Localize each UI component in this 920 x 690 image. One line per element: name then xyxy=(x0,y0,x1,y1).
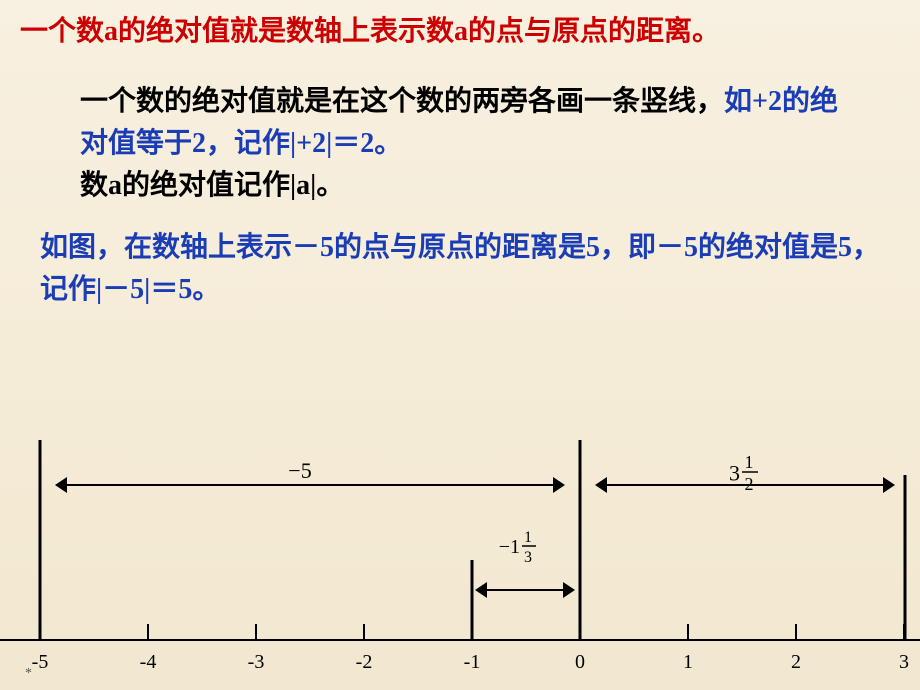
svg-text:-3: -3 xyxy=(248,651,265,673)
svg-text:1: 1 xyxy=(745,452,754,472)
para1-part-a: 一个数的绝对值就是在这个数的两旁各画一条竖线， xyxy=(80,86,724,117)
paragraph-1: 一个数的绝对值就是在这个数的两旁各画一条竖线，如+2的绝对值等于2，记作|+2|… xyxy=(0,51,920,207)
definition-title: 一个数a的绝对值就是数轴上表示数a的点与原点的距离。 xyxy=(0,0,920,51)
svg-text:-5: -5 xyxy=(32,651,49,673)
paragraph-2: 如图，在数轴上表示－5的点与原点的距离是5，即－5的绝对值是5，记作|－5|＝5… xyxy=(0,207,920,311)
footer-asterisk: * xyxy=(25,666,32,682)
svg-text:0: 0 xyxy=(575,651,585,673)
svg-text:3: 3 xyxy=(524,549,532,566)
svg-text:2: 2 xyxy=(791,651,801,673)
svg-text:-4: -4 xyxy=(140,651,157,673)
svg-text:−5: −5 xyxy=(288,458,311,483)
svg-text:−1: −1 xyxy=(499,536,520,558)
svg-text:3: 3 xyxy=(899,651,909,673)
svg-text:-1: -1 xyxy=(464,651,481,673)
para1-part-c: 数a的绝对值记作|a|。 xyxy=(80,170,344,201)
numberline-diagram: -5-4-3-2-10123−5−113312 xyxy=(0,430,920,690)
svg-text:1: 1 xyxy=(524,529,532,546)
svg-text:2: 2 xyxy=(745,474,754,494)
svg-text:1: 1 xyxy=(683,651,693,673)
svg-text:-2: -2 xyxy=(356,651,373,673)
svg-text:3: 3 xyxy=(729,461,740,486)
